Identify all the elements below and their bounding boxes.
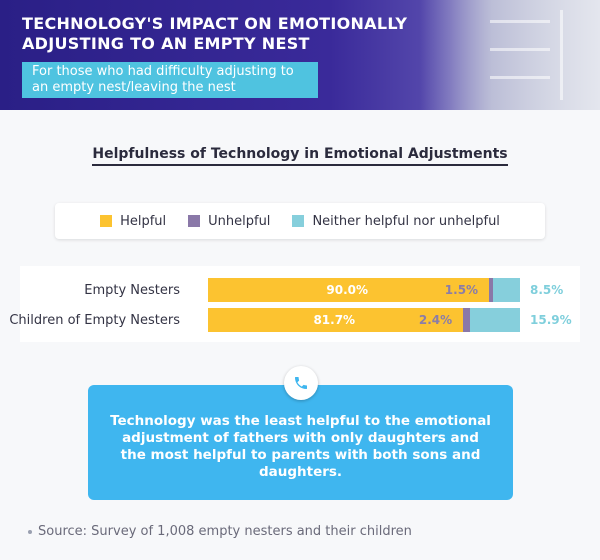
legend-item-unhelpful: Unhelpful <box>188 214 270 229</box>
data-label-children-helpful: 81.7% <box>313 313 356 327</box>
source-text: Source: Survey of 1,008 empty nesters an… <box>38 524 412 539</box>
data-label-empty-nesters-unhelpful: 1.5% <box>444 283 479 297</box>
category-label-empty-nesters: Empty Nesters <box>84 283 180 298</box>
chart-title-text: Helpfulness of Technology in Emotional A… <box>92 146 508 166</box>
legend-swatch-neither <box>292 215 305 227</box>
bullet-icon <box>28 529 32 534</box>
insight-callout: Technology was the least helpful to the … <box>88 385 513 500</box>
legend-swatch-helpful <box>100 215 113 227</box>
bar-empty-nesters-helpful <box>208 278 489 302</box>
data-label-children-unhelpful: 2.4% <box>418 313 453 327</box>
page-subtitle: For those who had difficulty adjusting t… <box>32 64 294 95</box>
phone-icon <box>284 366 318 400</box>
category-label-children: Children of Empty Nesters <box>9 313 180 328</box>
chart-title: Helpfulness of Technology in Emotional A… <box>0 146 600 166</box>
data-label-empty-nesters-helpful: 90.0% <box>326 283 369 297</box>
bars-panel: Empty Nesters Children of Empty Nesters … <box>9 266 580 342</box>
header-background-photo <box>420 0 600 110</box>
data-label-empty-nesters-neither: 8.5% <box>530 283 564 297</box>
legend-item-helpful: Helpful <box>100 214 166 229</box>
bar-empty-nesters-neither <box>493 278 520 302</box>
bar-empty-nesters-unhelpful <box>488 278 494 302</box>
legend-swatch-unhelpful <box>188 215 201 227</box>
bar-children-neither <box>470 308 520 332</box>
subtitle-box: For those who had difficulty adjusting t… <box>22 62 318 98</box>
source-note: Source: Survey of 1,008 empty nesters an… <box>28 524 412 539</box>
legend-label-unhelpful: Unhelpful <box>208 213 271 229</box>
legend-label-helpful: Helpful <box>120 213 167 229</box>
bar-children-unhelpful <box>462 308 471 332</box>
callout-text: Technology was the least helpful to the … <box>110 413 491 480</box>
data-label-children-neither: 15.9% <box>530 313 572 327</box>
header-banner: TECHNOLOGY'S IMPACT ON EMOTIONALLY ADJUS… <box>0 0 600 110</box>
legend-label-neither: Neither helpful nor unhelpful <box>312 213 500 229</box>
legend-item-neither: Neither helpful nor unhelpful <box>292 213 500 229</box>
page-title: TECHNOLOGY'S IMPACT ON EMOTIONALLY ADJUS… <box>22 14 408 53</box>
bar-children-helpful <box>208 308 463 332</box>
chart-legend: Helpful Unhelpful Neither helpful nor un… <box>55 203 545 239</box>
